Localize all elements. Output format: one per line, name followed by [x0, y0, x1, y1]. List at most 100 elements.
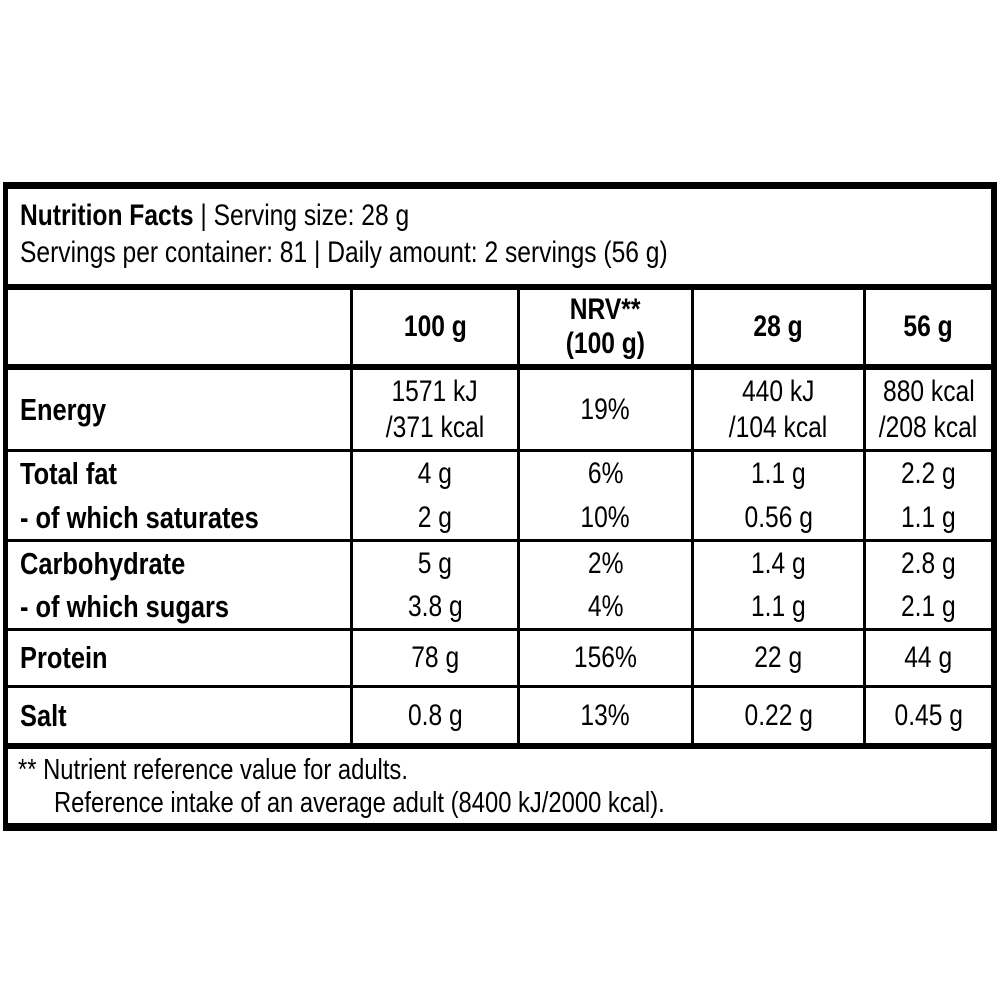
cell-energy-nrv: 19% [520, 370, 694, 449]
cell-salt-nrv-text: 13% [580, 698, 631, 732]
cell-salt-56g-text: 0.45 g [894, 698, 963, 732]
cell-energy-28g-kj: 440 kJ [742, 374, 815, 408]
cell-sugars-28g-text: 1.1 g [751, 589, 806, 623]
row-label-protein: Protein [8, 631, 353, 685]
cell-total-fat-28g: 1.1 g [694, 452, 866, 496]
column-header-28g-text: 28 g [753, 310, 804, 343]
cell-sugars-nrv: 4% [520, 585, 694, 628]
cell-energy-100g-kcal: /371 kcal [385, 410, 485, 444]
cell-carbohydrate-56g: 2.8 g [866, 542, 991, 585]
cell-salt-100g: 0.8 g [353, 688, 520, 743]
footnote-line2-text: Reference intake of an average adult (84… [54, 787, 665, 819]
column-header-28g: 28 g [694, 290, 866, 364]
footnote-line2: Reference intake of an average adult (84… [18, 787, 991, 820]
cell-energy-100g: 1571 kJ /371 kcal [353, 370, 520, 449]
table-row-saturates: - of which saturates 2 g 10% 0.56 g 1.1 … [8, 496, 991, 542]
row-label-energy: Energy [8, 370, 353, 449]
cell-carbohydrate-28g: 1.4 g [694, 542, 866, 585]
cell-protein-56g-text: 44 g [904, 641, 953, 674]
cell-protein-nrv-text: 156% [574, 641, 637, 674]
table-row-carbohydrate: Carbohydrate 5 g 2% 1.4 g 2.8 g [8, 542, 991, 585]
cell-salt-nrv: 13% [520, 688, 694, 743]
cell-total-fat-nrv: 6% [520, 452, 694, 496]
row-label-salt-text: Salt [20, 697, 67, 733]
cell-saturates-nrv: 10% [520, 496, 694, 539]
column-header-100g: 100 g [353, 290, 520, 364]
table-row-protein: Protein 78 g 156% 22 g 44 g [8, 631, 991, 688]
row-label-saturates: - of which saturates [8, 496, 353, 539]
cell-sugars-56g: 2.1 g [866, 585, 991, 628]
table-row-sugars: - of which sugars 3.8 g 4% 1.1 g 2.1 g [8, 585, 991, 631]
cell-saturates-nrv-text: 10% [580, 500, 631, 534]
cell-total-fat-56g: 2.2 g [866, 452, 991, 496]
cell-salt-56g: 0.45 g [866, 688, 991, 743]
table-row-energy: Energy 1571 kJ /371 kcal 19% 440 kJ /104… [8, 370, 991, 452]
cell-energy-28g: 440 kJ /104 kcal [694, 370, 866, 449]
cell-energy-56g-kcal: /208 kcal [879, 410, 978, 444]
column-header-nrv-line1: NRV** [570, 293, 641, 326]
cell-carbohydrate-nrv-text: 2% [587, 546, 624, 580]
cell-total-fat-28g-text: 1.1 g [751, 457, 806, 490]
cell-saturates-56g-text: 1.1 g [901, 500, 956, 534]
cell-carbohydrate-100g-text: 5 g [417, 546, 453, 580]
header-line1: Nutrition Facts | Serving size: 28 g [20, 197, 991, 234]
cell-protein-100g-text: 78 g [411, 641, 459, 674]
cell-saturates-56g: 1.1 g [866, 496, 991, 539]
table-header-band: Nutrition Facts | Serving size: 28 g Ser… [8, 189, 991, 290]
row-label-salt: Salt [8, 688, 353, 743]
row-label-carbohydrate: Carbohydrate [8, 542, 353, 585]
row-label-total-fat-text: Total fat [20, 456, 117, 491]
cell-protein-100g: 78 g [353, 631, 520, 685]
cell-carbohydrate-100g: 5 g [353, 542, 520, 585]
row-label-energy-text: Energy [20, 391, 107, 427]
footnote-line1-text: ** Nutrient reference value for adults. [18, 754, 408, 786]
column-header-nrv-stack: NRV** (100 g) [557, 293, 654, 361]
header-line1-text: Nutrition Facts | Serving size: 28 g [20, 197, 409, 234]
cell-total-fat-100g: 4 g [353, 452, 520, 496]
cell-energy-56g-kj: 880 kcal [882, 374, 975, 408]
cell-sugars-100g-text: 3.8 g [407, 589, 463, 623]
column-header-nrv: NRV** (100 g) [520, 290, 694, 364]
header-line2: Servings per container: 81 | Daily amoun… [20, 234, 991, 271]
column-header-56g-text: 56 g [903, 310, 954, 343]
cell-protein-nrv: 156% [520, 631, 694, 685]
cell-protein-56g: 44 g [866, 631, 991, 685]
column-header-blank [8, 290, 353, 364]
cell-total-fat-nrv-text: 6% [587, 457, 624, 490]
footnote-band: ** Nutrient reference value for adults. … [8, 749, 991, 823]
cell-total-fat-100g-text: 4 g [417, 457, 453, 490]
cell-protein-28g-text: 22 g [754, 641, 803, 674]
cell-energy-56g-stack: 880 kcal /208 kcal [868, 374, 988, 446]
nutrition-facts-table: Nutrition Facts | Serving size: 28 g Ser… [3, 182, 997, 831]
servings-per-container-text: Servings per container: 81 | Daily amoun… [20, 236, 668, 269]
row-label-sugars-text: - of which sugars [20, 588, 230, 624]
cell-salt-28g-text: 0.22 g [744, 698, 813, 732]
nutrition-facts-title: Nutrition Facts [20, 199, 194, 232]
cell-carbohydrate-nrv: 2% [520, 542, 694, 585]
row-label-saturates-text: - of which saturates [20, 499, 259, 535]
cell-energy-nrv-text: 19% [580, 392, 631, 426]
column-header-nrv-line2: (100 g) [565, 327, 646, 360]
cell-salt-28g: 0.22 g [694, 688, 866, 743]
cell-protein-28g: 22 g [694, 631, 866, 685]
cell-sugars-nrv-text: 4% [587, 589, 624, 623]
cell-energy-56g: 880 kcal /208 kcal [866, 370, 991, 449]
cell-sugars-100g: 3.8 g [353, 585, 520, 628]
cell-sugars-56g-text: 2.1 g [901, 589, 956, 623]
cell-energy-100g-kj: 1571 kJ [391, 374, 479, 408]
cell-sugars-28g: 1.1 g [694, 585, 866, 628]
cell-saturates-100g-text: 2 g [417, 500, 453, 534]
cell-energy-100g-stack: 1571 kJ /371 kcal [375, 374, 495, 446]
cell-saturates-28g: 0.56 g [694, 496, 866, 539]
row-label-carbohydrate-text: Carbohydrate [20, 545, 186, 581]
cell-energy-28g-kcal: /104 kcal [729, 410, 828, 444]
cell-total-fat-56g-text: 2.2 g [901, 457, 956, 490]
column-header-56g: 56 g [866, 290, 991, 364]
row-label-sugars: - of which sugars [8, 585, 353, 628]
table-row-total-fat: Total fat 4 g 6% 1.1 g 2.2 g [8, 452, 991, 496]
row-label-protein-text: Protein [20, 640, 108, 675]
column-header-row: 100 g NRV** (100 g) 28 g 56 g [8, 290, 991, 370]
cell-saturates-100g: 2 g [353, 496, 520, 539]
table-row-salt: Salt 0.8 g 13% 0.22 g 0.45 g [8, 688, 991, 749]
cell-salt-100g-text: 0.8 g [407, 698, 463, 732]
